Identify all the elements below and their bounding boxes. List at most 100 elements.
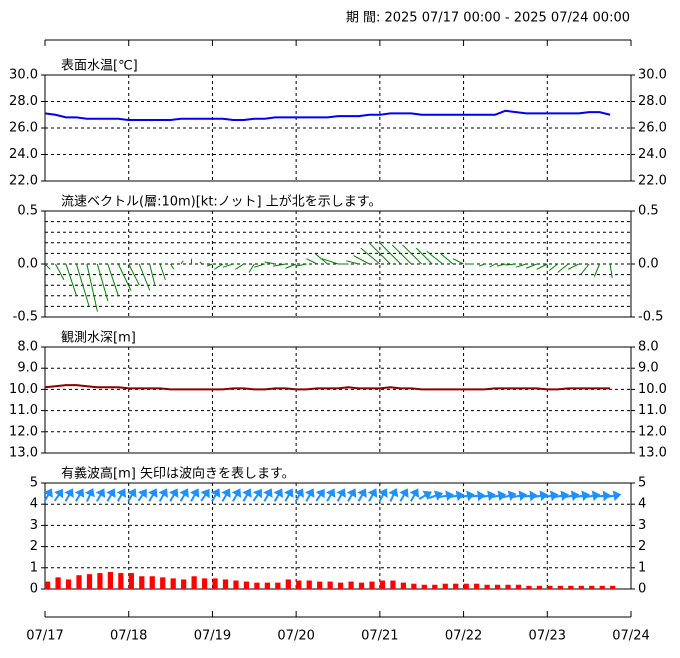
bar (65, 579, 72, 589)
current-stick (353, 255, 370, 265)
current-stick (426, 250, 443, 265)
wave-arrow (346, 488, 357, 502)
current-stick (222, 263, 234, 268)
bar (526, 585, 532, 589)
wave-arrow (127, 488, 137, 502)
current-stick (180, 260, 184, 265)
current-stick (580, 263, 590, 275)
wave-arrow (252, 488, 262, 502)
y-tick-label: 0 (30, 582, 38, 597)
wave-arrow (606, 490, 622, 502)
bar (55, 577, 61, 589)
wave-arrow (158, 488, 168, 502)
y-tick-label: 9.0 (17, 361, 38, 376)
wave-arrow (325, 488, 336, 502)
wave-arrow (418, 490, 432, 501)
y-tick-label: 12.0 (9, 424, 38, 439)
current-stick (96, 263, 109, 302)
bar (369, 581, 375, 589)
current-stick (548, 263, 559, 271)
current-stick (75, 263, 90, 307)
bar (432, 584, 438, 589)
y-tick-label: 0 (638, 582, 646, 597)
current-stick (55, 263, 65, 281)
bar (86, 574, 93, 589)
wave-arrow (43, 488, 53, 502)
y-tick-label: 5 (30, 476, 38, 491)
current-stick (515, 263, 527, 268)
y-tick-label: 12.0 (638, 424, 667, 439)
y-tick-label: 1 (30, 560, 38, 575)
current-stick (128, 263, 140, 286)
y-tick-label: 26.0 (9, 121, 38, 136)
y-tick-label: 4 (638, 497, 646, 512)
bar (599, 585, 605, 589)
current-stick (285, 263, 297, 269)
bar (453, 583, 459, 589)
current-stick (360, 247, 381, 265)
y-tick-label: 3 (30, 518, 38, 533)
y-tick-label: 30.0 (9, 68, 38, 83)
current-stick (567, 263, 579, 270)
wave-arrow (273, 488, 284, 502)
wave-arrow (221, 488, 231, 502)
y-tick-label: 2 (638, 539, 646, 554)
y-tick-label: 8.0 (17, 340, 38, 355)
bar (254, 582, 260, 589)
bar (212, 578, 218, 589)
bar (568, 585, 574, 589)
period: 期 間: 2025 07/17 00:00 - 2025 07/24 00:00 (346, 11, 630, 26)
current-stick (107, 263, 119, 296)
current-stick (609, 263, 613, 278)
y-tick-label: 5 (638, 476, 646, 491)
bar (536, 585, 543, 589)
bar (222, 579, 229, 589)
y-tick-label: 28.0 (9, 94, 38, 109)
bar (557, 585, 563, 589)
current-stick (65, 263, 78, 296)
wave-arrow (106, 488, 116, 502)
panel-title: 表面水温[℃] (61, 59, 138, 74)
current-stick (479, 263, 485, 267)
current-stick (44, 263, 51, 270)
wave-arrow (84, 488, 95, 502)
y-tick-label: 4 (30, 497, 38, 512)
current-stick (391, 244, 412, 265)
wave-arrow (315, 488, 325, 502)
current-stick (214, 263, 224, 270)
panel-title: 観測水深[m] (61, 331, 136, 346)
current-stick (86, 263, 98, 312)
current-stick (117, 263, 132, 291)
bar (97, 573, 103, 589)
wave-arrow (189, 488, 200, 502)
bar (505, 584, 511, 589)
current-stick (526, 263, 538, 269)
y-tick-label: 3 (638, 518, 646, 533)
wave-arrow (200, 488, 210, 502)
wave-arrow (137, 488, 147, 502)
bar (358, 582, 365, 589)
bar (442, 583, 448, 589)
current-stick (415, 247, 433, 265)
x-tick-label: 07/17 (26, 629, 63, 644)
y-tick-label: 0.0 (638, 257, 659, 272)
x-tick-label: 07/23 (529, 629, 566, 644)
y-tick-label: 1 (638, 560, 646, 575)
x-tick-label: 07/21 (361, 629, 398, 644)
bar (348, 581, 354, 589)
y-tick-label: 24.0 (638, 147, 667, 162)
current-stick (314, 253, 328, 265)
current-stick (452, 258, 464, 265)
bar (275, 582, 281, 589)
current-stick (321, 258, 339, 265)
wave-arrow (210, 488, 221, 502)
wave-arrow (336, 488, 346, 502)
y-tick-label: 26.0 (638, 121, 667, 136)
wave-arrow (284, 488, 294, 502)
x-tick-label: 07/19 (194, 629, 231, 644)
y-tick-label: 8.0 (638, 340, 659, 355)
current-stick (368, 242, 391, 265)
current-stick (536, 263, 548, 270)
current-stick (170, 263, 175, 270)
